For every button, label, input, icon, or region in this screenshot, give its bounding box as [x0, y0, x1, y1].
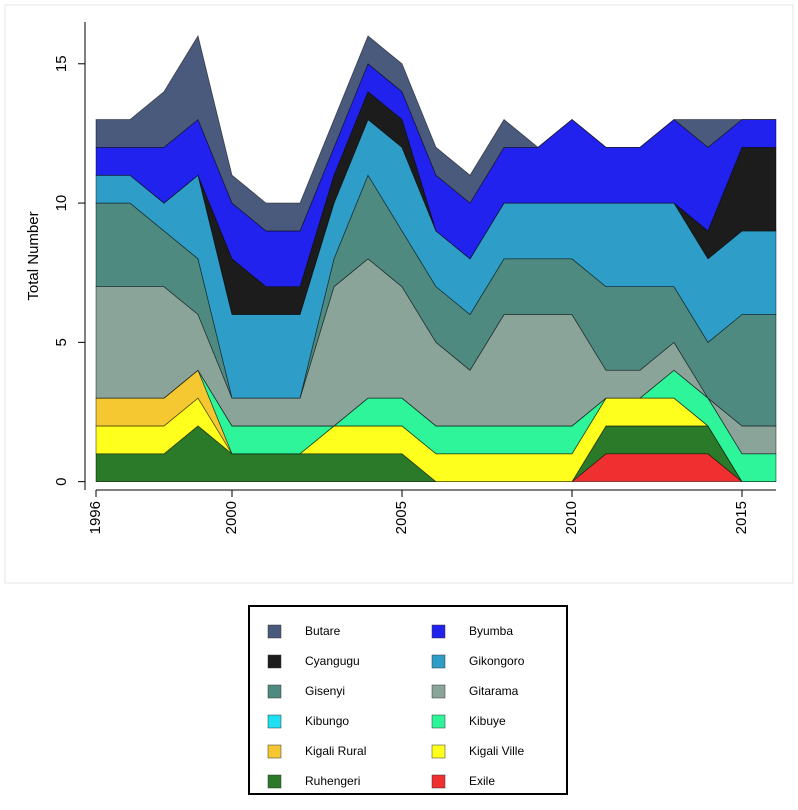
legend-swatch — [267, 654, 282, 669]
x-tick-label: 2005 — [393, 501, 410, 534]
legend-swatch — [267, 774, 282, 789]
y-axis-label: Total Number — [25, 211, 42, 300]
legend-label: Exile — [469, 774, 495, 788]
legend-label: Byumba — [469, 624, 513, 638]
legend-label: Kibuye — [469, 714, 506, 728]
y-tick-label: 0 — [53, 477, 70, 485]
x-tick-label: 2010 — [563, 501, 580, 534]
area — [95, 34, 776, 232]
legend-swatch — [431, 684, 446, 699]
x-tick-label: 1996 — [87, 501, 104, 534]
y-tick-label: 5 — [53, 338, 70, 346]
legend-label: Gitarama — [469, 684, 519, 698]
legend-swatch — [431, 774, 446, 789]
legend-swatch — [267, 714, 282, 729]
legend-swatch — [431, 714, 446, 729]
legend-label: Gikongoro — [469, 654, 525, 668]
x-tick-label: 2000 — [223, 501, 240, 534]
plot-area — [95, 34, 777, 483]
legend-swatch — [267, 744, 282, 759]
legend-label: Butare — [305, 624, 341, 638]
legend — [248, 605, 568, 795]
legend-swatch — [431, 654, 446, 669]
legend-label: Gisenyi — [305, 684, 345, 698]
legend-label: Kibungo — [305, 714, 349, 728]
legend-swatch — [267, 624, 282, 639]
y-tick-label: 10 — [53, 195, 70, 212]
legend-swatch — [431, 744, 446, 759]
legend-swatch — [267, 684, 282, 699]
legend-label: Kigali Rural — [305, 744, 366, 758]
legend-swatch — [431, 624, 446, 639]
x-tick-label: 2015 — [733, 501, 750, 534]
chart-frame — [4, 4, 794, 584]
y-tick-label: 15 — [53, 55, 70, 72]
legend-label: Cyangugu — [305, 654, 360, 668]
legend-label: Ruhengeri — [305, 774, 360, 788]
legend-label: Kigali Ville — [469, 744, 524, 758]
legend-items: Butare Byumba Cyangugu Gikongoro Gisenyi Gita… — [267, 624, 525, 789]
